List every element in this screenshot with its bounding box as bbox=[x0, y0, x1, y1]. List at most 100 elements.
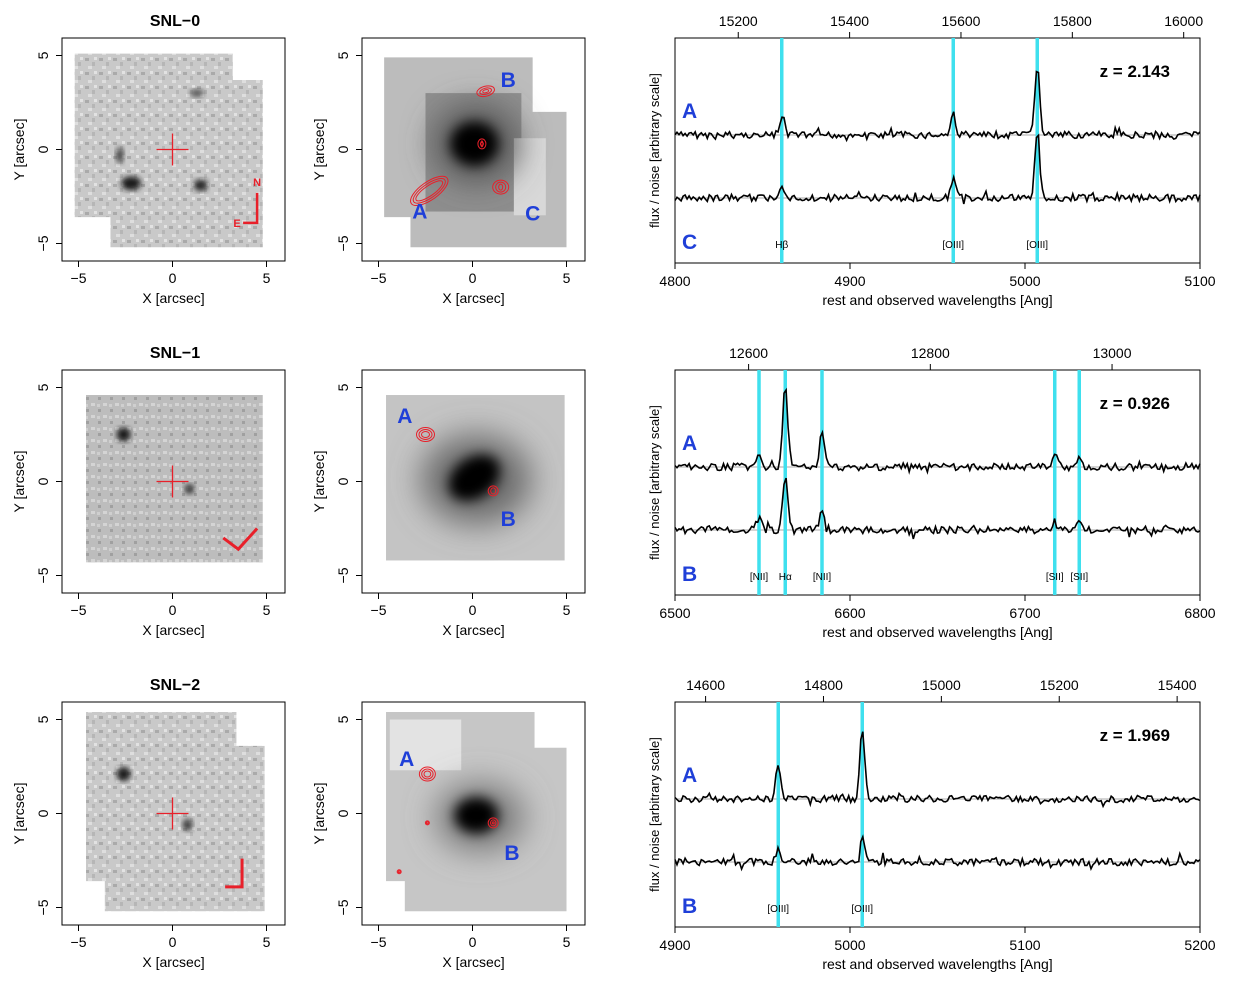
image-panel-left: N E −5 −5 0 0 5 5 X [arcsec] Y [arcsec] bbox=[11, 37, 286, 306]
image-contour bbox=[476, 85, 495, 98]
spectrum-lower-label: B bbox=[682, 563, 697, 586]
x-axis-label: X [arcsec] bbox=[442, 622, 504, 638]
image-contour bbox=[487, 817, 499, 829]
galaxy-blob bbox=[116, 767, 131, 782]
observed-tick-label: 13000 bbox=[1093, 345, 1132, 361]
spectrum-x-label: rest and observed wavelengths [Ang] bbox=[822, 292, 1052, 308]
x-tick-label: −5 bbox=[71, 270, 87, 286]
x-tick-label: −5 bbox=[371, 602, 387, 618]
compass-arrows bbox=[243, 192, 259, 225]
x-tick-label: 0 bbox=[169, 934, 177, 950]
image-contour bbox=[421, 431, 430, 438]
x-axis-label: X [arcsec] bbox=[142, 290, 204, 306]
y-tick-label: 5 bbox=[35, 383, 51, 391]
image-label: A bbox=[397, 405, 412, 428]
y-tick-label: −5 bbox=[35, 899, 51, 915]
x-tick-label: 5 bbox=[263, 934, 271, 950]
image-contour bbox=[421, 768, 434, 780]
emission-line-label: [OIII] bbox=[767, 904, 789, 915]
emission-line-label: Hβ bbox=[775, 240, 788, 251]
spectrum-x-label: rest and observed wavelengths [Ang] bbox=[822, 624, 1052, 640]
compass-arrows bbox=[222, 527, 259, 552]
image-panel-right: A B C −5 −5 0 0 5 5 X [arcsec] Y [arcsec] bbox=[311, 37, 586, 306]
observed-tick-label: 12800 bbox=[911, 345, 950, 361]
x-tick-label: 0 bbox=[469, 602, 477, 618]
galaxy-blob bbox=[182, 818, 193, 831]
row-0: SNL−0 N E −5 −5 0 0 5 5 X [arcsec] Y [arcsec] A B C −5… bbox=[11, 13, 1216, 308]
image-contour bbox=[490, 487, 497, 495]
spectrum-upper-label: A bbox=[682, 432, 697, 455]
image-label: C bbox=[525, 203, 540, 226]
image-contour bbox=[477, 138, 487, 150]
y-tick-label: 0 bbox=[335, 477, 351, 485]
image-label: B bbox=[504, 842, 519, 865]
spectrum-panel: [NII] Hα [NII] [SII] [SII] z = 0.926 A B 6500 660… bbox=[647, 345, 1216, 640]
y-tick-label: 5 bbox=[335, 715, 351, 723]
panel-title: SNL−0 bbox=[150, 13, 200, 30]
compass-east-label: E bbox=[233, 218, 240, 230]
image-contour bbox=[415, 180, 444, 202]
y-axis-label: Y [arcsec] bbox=[311, 783, 327, 845]
image-region bbox=[389, 719, 462, 771]
y-tick-label: 5 bbox=[35, 51, 51, 59]
redshift-label: z = 0.926 bbox=[1100, 394, 1170, 413]
observed-tick-label: 15600 bbox=[942, 13, 981, 29]
image-contour bbox=[489, 819, 497, 827]
image-region bbox=[86, 711, 265, 912]
spectrum-frame bbox=[674, 369, 1201, 596]
y-axis-label: Y [arcsec] bbox=[11, 119, 27, 181]
x-tick-label: 0 bbox=[469, 270, 477, 286]
y-tick-label: −5 bbox=[335, 567, 351, 583]
panel-title: SNL−1 bbox=[150, 345, 200, 362]
x-tick-label: −5 bbox=[371, 270, 387, 286]
lens-galaxy bbox=[448, 454, 501, 501]
y-axis-label: Y [arcsec] bbox=[11, 783, 27, 845]
rest-tick-label: 5100 bbox=[1009, 937, 1040, 953]
y-axis-label: Y [arcsec] bbox=[11, 451, 27, 513]
rest-tick-label: 5100 bbox=[1184, 273, 1215, 289]
spectrum-lower-trace bbox=[674, 834, 1201, 872]
spectrum-lower-trace bbox=[674, 477, 1201, 540]
emission-line-label: [OIII] bbox=[1026, 240, 1048, 251]
emission-line-label: Hα bbox=[779, 572, 792, 583]
x-axis-label: X [arcsec] bbox=[142, 622, 204, 638]
spectrum-lower-label: B bbox=[682, 895, 697, 918]
observed-tick-label: 15400 bbox=[830, 13, 869, 29]
lens-galaxy bbox=[450, 121, 499, 166]
redshift-label: z = 2.143 bbox=[1100, 62, 1170, 81]
image-contour bbox=[396, 869, 402, 875]
spectrum-y-label: flux / noise [arbitrary scale] bbox=[647, 73, 662, 228]
image-contour bbox=[479, 141, 484, 146]
image-contour bbox=[416, 427, 435, 442]
x-tick-label: −5 bbox=[71, 602, 87, 618]
image-panel-right: A B −5 −5 0 0 5 5 X [arcsec] Y [arcsec] bbox=[311, 369, 586, 638]
rest-tick-label: 5000 bbox=[834, 937, 865, 953]
x-tick-label: 0 bbox=[169, 270, 177, 286]
image-contour bbox=[487, 485, 499, 497]
y-tick-label: 0 bbox=[35, 477, 51, 485]
y-tick-label: 5 bbox=[35, 715, 51, 723]
image-contour bbox=[498, 183, 504, 191]
galaxy-blob bbox=[193, 179, 208, 192]
image-region bbox=[74, 53, 263, 248]
spectrum-lower-label: C bbox=[682, 231, 697, 254]
spectrum-lower-trace bbox=[674, 133, 1201, 205]
compass-arrows bbox=[225, 858, 244, 889]
image-contour bbox=[412, 178, 446, 204]
y-tick-label: 5 bbox=[335, 51, 351, 59]
rest-tick-label: 5000 bbox=[1009, 273, 1040, 289]
rest-tick-label: 6500 bbox=[659, 605, 690, 621]
image-label: A bbox=[399, 748, 414, 771]
image-region bbox=[513, 138, 546, 216]
y-tick-label: −5 bbox=[335, 235, 351, 251]
x-tick-label: −5 bbox=[371, 934, 387, 950]
image-label: A bbox=[412, 201, 427, 224]
galaxy-blob bbox=[184, 484, 195, 495]
y-tick-label: −5 bbox=[35, 235, 51, 251]
spectrum-panel: [OIII] [OIII] z = 1.969 A B 4900 5000 5100 5200 1… bbox=[647, 677, 1216, 972]
observed-tick-label: 16000 bbox=[1164, 13, 1203, 29]
observed-tick-label: 15400 bbox=[1158, 677, 1197, 693]
x-tick-label: 5 bbox=[263, 602, 271, 618]
spectrum-upper-trace bbox=[674, 731, 1201, 809]
emission-line-label: [SII] bbox=[1046, 572, 1064, 583]
